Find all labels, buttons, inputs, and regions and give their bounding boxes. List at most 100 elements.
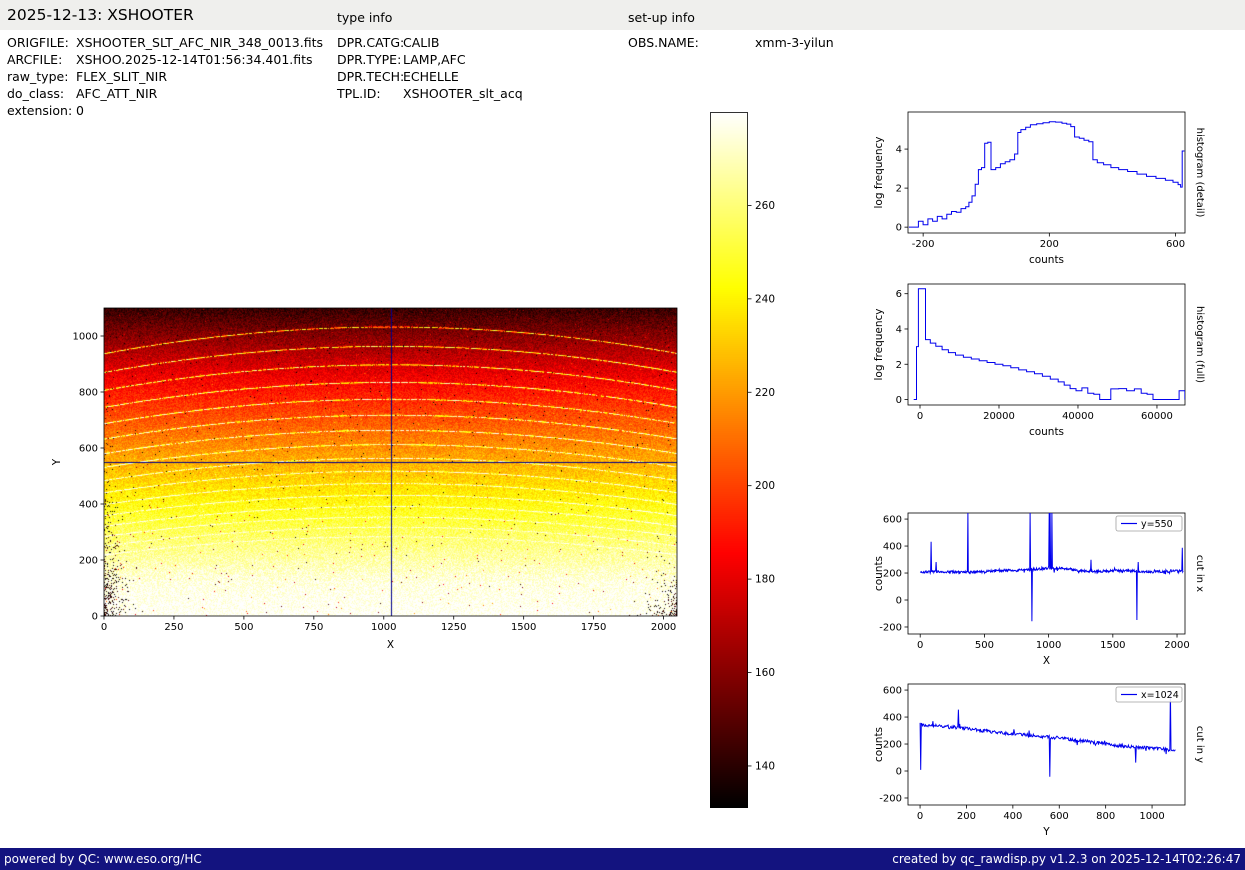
x-tick-label: 1000 (371, 622, 396, 633)
setup-info-block: OBS.NAME: xmm-3-yilun (628, 34, 834, 51)
meta-value: CALIB (403, 35, 440, 50)
x-tick-label: 60000 (1141, 411, 1173, 422)
y-tick-label: -200 (879, 622, 902, 633)
x-tick-label: -200 (912, 239, 935, 250)
x-tick-label: 0 (101, 622, 107, 633)
y-tick-label: 600 (79, 444, 98, 455)
meta-value: ECHELLE (403, 69, 459, 84)
y-axis-label: counts (873, 556, 885, 591)
y-tick-label: 0 (92, 612, 98, 623)
y-tick-label: 600 (883, 515, 902, 526)
header-bar: 2025-12-13: XSHOOTER type info set-up in… (0, 0, 1245, 30)
meta-row: raw_type: FLEX_SLIT_NIR (7, 68, 323, 85)
axes-frame (907, 283, 1186, 406)
type-info-heading: type info (337, 10, 393, 25)
meta-label: ARCFILE: (7, 52, 63, 67)
axes-frame (103, 307, 678, 617)
y-tick-label: 200 (883, 569, 902, 580)
colorbar: 140 160 180 200 220 240 260 (706, 106, 816, 818)
hist_full-plot: 0 20000 40000 60000 0 2 4 6 counts log frequency h… (873, 283, 1205, 438)
legend-label: x=1024 (1141, 690, 1179, 701)
y-tick-label: 400 (883, 713, 902, 724)
x-tick-label: 0 (917, 811, 923, 822)
hist_full-data-line (913, 288, 1185, 400)
footer-left-text: powered by QC: www.eso.org/HC (4, 852, 202, 866)
meta-value: 0 (76, 103, 84, 118)
y-tick-label: -200 (879, 793, 902, 804)
y-tick-label: 800 (79, 388, 98, 399)
x-tick-label: 0 (917, 640, 923, 651)
meta-row: DPR.TECH: ECHELLE (337, 68, 523, 85)
y-tick-label: 0 (896, 223, 902, 234)
colorbar-tick-label: 260 (755, 200, 775, 212)
type-info-block: DPR.CATG: CALIB DPR.TYPE: LAMP,AFC DPR.TEC… (337, 34, 523, 102)
meta-row: extension: 0 (7, 102, 323, 119)
colorbar-tick-label: 200 (755, 480, 775, 492)
meta-row: DPR.TYPE: LAMP,AFC (337, 51, 523, 68)
x-tick-label: 200 (1040, 239, 1059, 250)
y-axis-label: counts (873, 727, 885, 762)
cut_x-data-line (919, 513, 1184, 622)
x-tick-label: 200 (957, 811, 976, 822)
x-axis-label: X (387, 639, 394, 651)
colorbar-gradient (710, 112, 748, 808)
x-tick-label: 400 (1003, 811, 1022, 822)
y-tick-label: 6 (896, 289, 902, 300)
x-axis-label: counts (1029, 254, 1064, 266)
x-tick-label: 1750 (581, 622, 606, 633)
x-tick-label: 800 (1096, 811, 1115, 822)
histogram-detail-chart: -200 200 600 0 2 4 counts log frequency histogra… (860, 100, 1245, 282)
file-info-block: ORIGFILE: XSHOOTER_SLT_AFC_NIR_348_0013.f… (7, 34, 323, 119)
meta-label: do_class: (7, 86, 65, 101)
meta-row: DPR.CATG: CALIB (337, 34, 523, 51)
colorbar-tick-label: 180 (755, 574, 775, 586)
detector-image-canvas (104, 308, 677, 616)
colorbar-tick-label: 240 (755, 293, 775, 305)
setup-info-heading: set-up info (628, 10, 695, 25)
y-tick-label: 2 (896, 360, 902, 371)
y-tick-label: 0 (896, 395, 902, 406)
detector-image-axes: 0 250 500 750 1000 1250 1500 1750 2000 0 200 400 600… (51, 307, 678, 651)
y-tick-label: 0 (896, 767, 902, 778)
y-axis-label: Y (51, 458, 63, 466)
y-tick-label: 4 (896, 145, 902, 156)
meta-label: extension: (7, 103, 73, 118)
meta-value: AFC_ATT_NIR (76, 86, 158, 101)
meta-value: XSHOOTER_slt_acq (403, 86, 523, 101)
meta-label: ORIGFILE: (7, 35, 69, 50)
x-tick-label: 1500 (1100, 640, 1125, 651)
colorbar-frame (710, 112, 748, 808)
meta-row: do_class: AFC_ATT_NIR (7, 85, 323, 102)
meta-row: ARCFILE: XSHOO.2025-12-14T01:56:34.401.fi… (7, 51, 323, 68)
legend-box (1115, 686, 1183, 703)
y-tick-label: 2 (896, 184, 902, 195)
y-axis-label: log frequency (873, 136, 885, 208)
axes-frame (907, 111, 1186, 234)
y-tick-label: 400 (883, 542, 902, 553)
y-tick-label: 400 (79, 500, 98, 511)
meta-label: raw_type: (7, 69, 69, 84)
x-tick-label: 500 (975, 640, 994, 651)
x-axis-label: counts (1029, 426, 1064, 438)
y-tick-label: 4 (896, 324, 902, 335)
x-tick-label: 1500 (511, 622, 536, 633)
y-tick-label: 1000 (73, 332, 98, 343)
x-tick-label: 0 (917, 411, 923, 422)
colorbar-tick-label: 160 (755, 667, 775, 679)
colorbar-tick-label: 140 (755, 760, 775, 772)
y-tick-label: 600 (883, 686, 902, 697)
meta-value: XSHOOTER_SLT_AFC_NIR_348_0013.fits (76, 35, 323, 50)
x-axis-label: X (1043, 655, 1050, 667)
y-axis-label: log frequency (873, 308, 885, 380)
meta-label: DPR.TYPE: (337, 52, 402, 67)
x-tick-label: 1000 (1139, 811, 1164, 822)
meta-value: LAMP,AFC (403, 52, 466, 67)
cut_y-data-line (919, 690, 1176, 777)
x-tick-label: 250 (164, 622, 183, 633)
y-tick-label: 0 (896, 596, 902, 607)
